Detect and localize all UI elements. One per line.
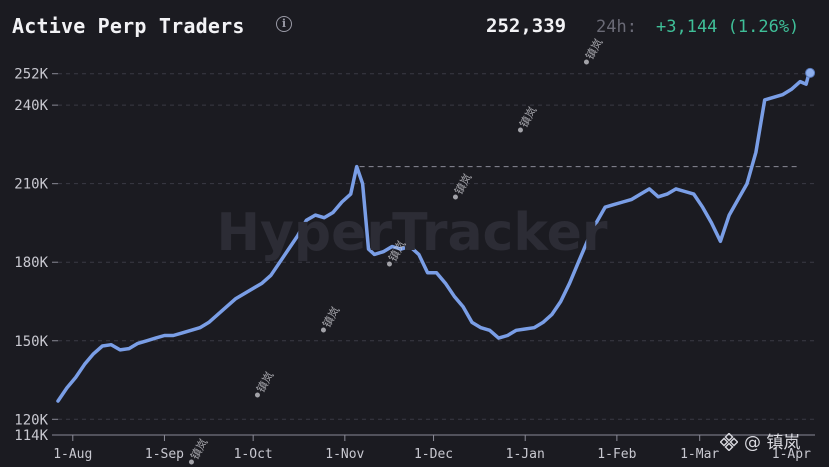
x-tick-label: 1-Oct (234, 447, 273, 462)
heart-icon (583, 59, 589, 65)
current-value: 252,339 (486, 15, 567, 37)
x-tick-label: 1-Dec (414, 447, 453, 462)
user-tag-watermark: 镇岚 (451, 171, 475, 200)
chart-title: Active Perp Traders (12, 14, 245, 38)
x-tick-label: 1-Aug (53, 447, 92, 462)
user-tag-watermark: 镇岚 (253, 369, 277, 398)
y-tick-label: 210K (14, 177, 48, 193)
x-tick-label: 1-Mar (680, 447, 719, 462)
heart-icon (517, 127, 523, 133)
y-tick-label: 252K (14, 67, 48, 83)
binance-square-logo-icon (720, 433, 738, 451)
heart-icon (254, 392, 260, 398)
x-tick-label: 1-Jan (506, 447, 545, 462)
x-axis: 1-Aug 1-Sep 1-Oct 1-Nov 1-Dec 1-Jan 1-Feb 1-Mar… (53, 435, 811, 462)
series-line (56, 71, 811, 403)
chart-header: Active Perp Traders i 252,339 24h: +3,14… (0, 0, 829, 52)
series-layer (56, 67, 816, 403)
x-tick-label: 1-Feb (597, 447, 636, 462)
y-tick-label: 180K (14, 255, 48, 271)
user-tag-watermark: 镇岚 (319, 304, 343, 333)
change-value: +3,144 (1.26%) (656, 17, 800, 37)
heart-icon (452, 194, 458, 200)
x-tick-label: 1-Nov (325, 447, 364, 462)
x-tick-label: 1-Apr (772, 447, 811, 462)
user-tag-watermark: 镇岚 (187, 436, 211, 465)
period-label: 24h: (596, 17, 637, 37)
brand-watermark-text: @ 镇岚 (744, 433, 801, 453)
heart-icon (188, 459, 194, 465)
user-tag-text: 镇岚 (451, 171, 474, 197)
y-tick-label: 240K (14, 98, 48, 114)
y-tick-label: 114K (14, 428, 48, 444)
user-tag-text: 镇岚 (253, 369, 276, 395)
grid-lines (58, 73, 815, 420)
heart-icon (386, 261, 392, 267)
heart-icon (320, 327, 326, 333)
endpoint-marker (805, 67, 816, 78)
background-logo-text: HyperTracker (217, 203, 608, 263)
user-tag-watermark: 镇岚 (516, 104, 540, 133)
y-tick-label: 120K (14, 412, 48, 428)
info-icon[interactable]: i (276, 16, 292, 32)
x-tick-label: 1-Sep (145, 447, 184, 462)
brand-watermark: @ 镇岚 (720, 428, 800, 453)
user-tag-text: 镇岚 (319, 304, 342, 330)
user-tag-text: 镇岚 (516, 104, 539, 130)
y-tick-label: 150K (14, 334, 48, 350)
user-tag-text: 镇岚 (187, 436, 210, 462)
